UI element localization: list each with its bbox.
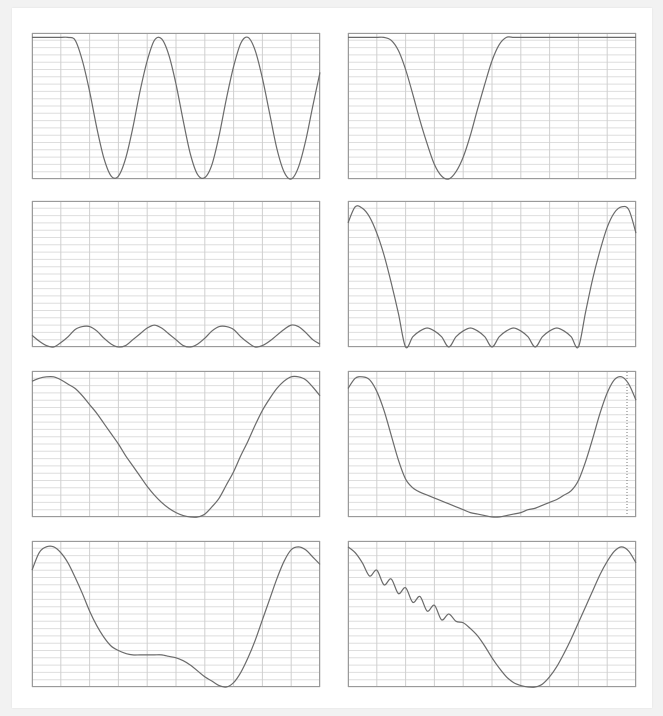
line-series <box>347 376 637 518</box>
chart-panel <box>31 370 321 518</box>
line-series <box>348 36 636 180</box>
plot-border <box>348 33 636 179</box>
line-series <box>31 545 321 688</box>
chart-panel <box>347 32 637 180</box>
line-series <box>31 324 321 348</box>
plot-border <box>348 541 636 687</box>
plot-border <box>32 33 320 179</box>
chart-panel <box>347 540 637 688</box>
chart-panel <box>347 370 637 518</box>
plot-border <box>32 201 320 347</box>
chart-panel <box>347 200 637 349</box>
line-series <box>347 205 637 349</box>
plot-border <box>32 371 320 517</box>
chart-panel <box>31 200 321 348</box>
chart-panel <box>31 32 321 180</box>
line-series <box>31 375 321 518</box>
line-series <box>32 36 321 180</box>
chart-panel <box>31 540 321 688</box>
plot-border <box>32 541 320 687</box>
line-series <box>347 546 637 688</box>
